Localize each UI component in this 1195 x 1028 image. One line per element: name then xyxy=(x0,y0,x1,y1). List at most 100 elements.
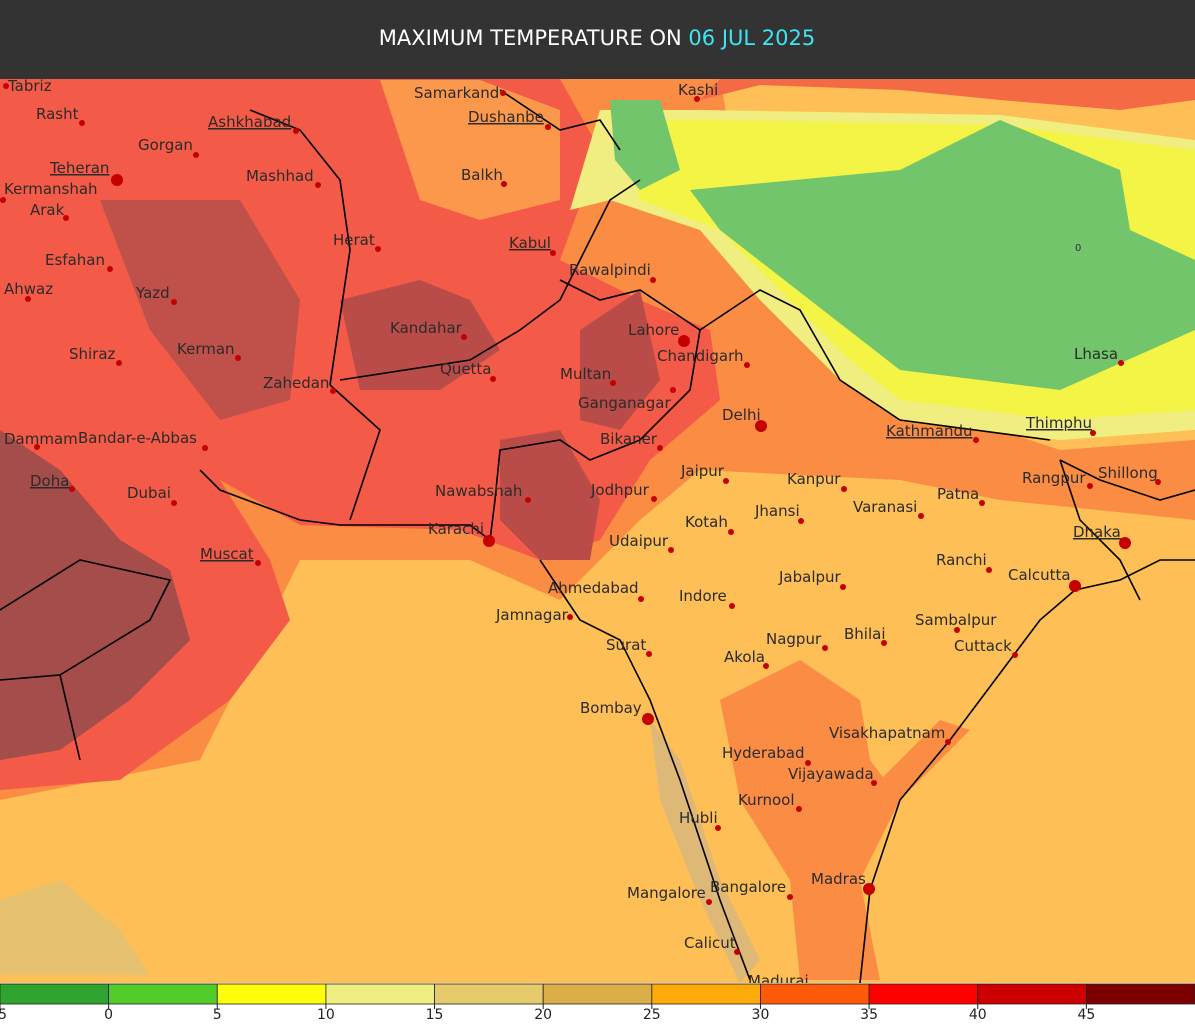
legend-tick-label: 30 xyxy=(752,1007,770,1023)
city-dot xyxy=(805,760,811,766)
city-label: Esfahan xyxy=(45,251,105,269)
city-label: Karachi xyxy=(428,520,484,538)
city-dot xyxy=(1087,483,1093,489)
legend-tick-label: 25 xyxy=(643,1007,661,1023)
city-label: Ranchi xyxy=(936,551,987,569)
city-label: Cuttack xyxy=(954,637,1012,655)
city-label: Dubai xyxy=(127,484,171,502)
city-label: Dushanbe xyxy=(468,108,544,126)
city-dot xyxy=(25,296,31,302)
legend-tick-label: 0 xyxy=(104,1007,113,1023)
city-dot xyxy=(63,215,69,221)
city-label: Quetta xyxy=(440,360,492,378)
legend-swatch xyxy=(977,983,1087,1005)
city-dot xyxy=(34,444,40,450)
title-date: 06 JUL 2025 xyxy=(688,26,815,50)
legend-tick-label: 40 xyxy=(969,1007,987,1023)
city-label: Tabriz xyxy=(7,77,52,95)
legend-tick-label: -5 xyxy=(0,1007,7,1023)
legend-swatch xyxy=(216,983,327,1005)
city-label: Arak xyxy=(30,201,65,219)
city-label: Indore xyxy=(679,587,727,605)
city-dot xyxy=(650,277,656,283)
city-dot xyxy=(763,663,769,669)
city-label: Bangalore xyxy=(710,878,786,896)
city-label: Shiraz xyxy=(69,345,116,363)
legend-background xyxy=(0,1004,1195,1024)
city-label: Hubli xyxy=(679,809,718,827)
city-label: Multan xyxy=(560,365,611,383)
city-label: Bhilai xyxy=(844,625,886,643)
city-dot xyxy=(3,83,9,89)
city-dot xyxy=(706,899,712,905)
city-label: Kerman xyxy=(177,340,235,358)
legend-tick-label: 35 xyxy=(860,1007,878,1023)
city-dot xyxy=(638,596,644,602)
city-dot xyxy=(315,182,321,188)
city-label: Kotah xyxy=(685,513,728,531)
city-label: Kurnool xyxy=(738,791,795,809)
legend-swatch xyxy=(108,983,218,1005)
city-label: Muscat xyxy=(200,545,254,563)
city-label: Ashkhabad xyxy=(208,113,291,131)
city-label: Jhansi xyxy=(754,502,800,520)
city-dot xyxy=(111,174,123,186)
very-hot-region xyxy=(0,430,190,760)
city-dot xyxy=(483,535,495,547)
city-label: Calcutta xyxy=(1008,566,1071,584)
city-dot xyxy=(945,739,951,745)
legend-swatch xyxy=(1085,983,1195,1005)
city-label: Udaipur xyxy=(609,532,669,550)
city-label: Rasht xyxy=(36,105,79,123)
city-label: Jabalpur xyxy=(778,568,842,586)
city-dot xyxy=(642,713,654,725)
cold-region xyxy=(610,100,680,190)
city-label: Madras xyxy=(811,870,866,888)
legend-tick-label: 5 xyxy=(213,1007,222,1023)
tan-region xyxy=(0,880,150,975)
legend-swatch xyxy=(0,983,110,1005)
city-dot xyxy=(0,197,6,203)
city-dot xyxy=(973,437,979,443)
city-label: Yazd xyxy=(135,284,170,302)
city-dot xyxy=(918,513,924,519)
city-label: Dhaka xyxy=(1073,523,1121,541)
city-label: Kabul xyxy=(509,234,551,252)
very-hot-region xyxy=(500,430,600,560)
city-dot xyxy=(723,478,729,484)
warm-region xyxy=(380,80,560,220)
city-label: Ahmedabad xyxy=(548,579,639,597)
city-label: Jamnagar xyxy=(495,606,569,624)
city-label: Kanpur xyxy=(787,470,841,488)
city-label: Bikaner xyxy=(600,430,658,448)
city-label: Kandahar xyxy=(390,319,463,337)
title-text: MAXIMUM TEMPERATURE ON xyxy=(379,26,689,50)
legend-tick-label: 15 xyxy=(426,1007,444,1023)
city-label: Visakhapatnam xyxy=(829,724,945,742)
city-dot xyxy=(235,355,241,361)
very-hot-region xyxy=(100,200,300,420)
city-dot xyxy=(1069,580,1081,592)
city-label: Gorgan xyxy=(138,136,193,154)
city-dot xyxy=(734,949,740,955)
legend: -5 0 5 10 15 20 25 30 35 40 45 xyxy=(0,983,1195,1024)
city-dot xyxy=(728,529,734,535)
city-label: Dammam xyxy=(4,430,78,448)
city-label: Akola xyxy=(724,648,765,666)
city-dot xyxy=(798,518,804,524)
city-label: Ganganagar xyxy=(578,394,671,412)
city-dot xyxy=(525,497,531,503)
map: Tabriz Rasht Gorgan Ashkhabad Samarkand Dusha… xyxy=(0,77,1195,983)
city-dot xyxy=(694,96,700,102)
city-dot xyxy=(171,500,177,506)
city-label: Surat xyxy=(606,636,646,654)
city-dot xyxy=(840,584,846,590)
city-dot xyxy=(461,334,467,340)
city-dot xyxy=(193,152,199,158)
hot-region xyxy=(700,79,1195,110)
legend-tick-label: 10 xyxy=(317,1007,335,1023)
city-label: Jodhpur xyxy=(590,481,650,499)
city-dot xyxy=(755,420,767,432)
legend-swatch xyxy=(651,983,761,1005)
city-dot xyxy=(796,806,802,812)
